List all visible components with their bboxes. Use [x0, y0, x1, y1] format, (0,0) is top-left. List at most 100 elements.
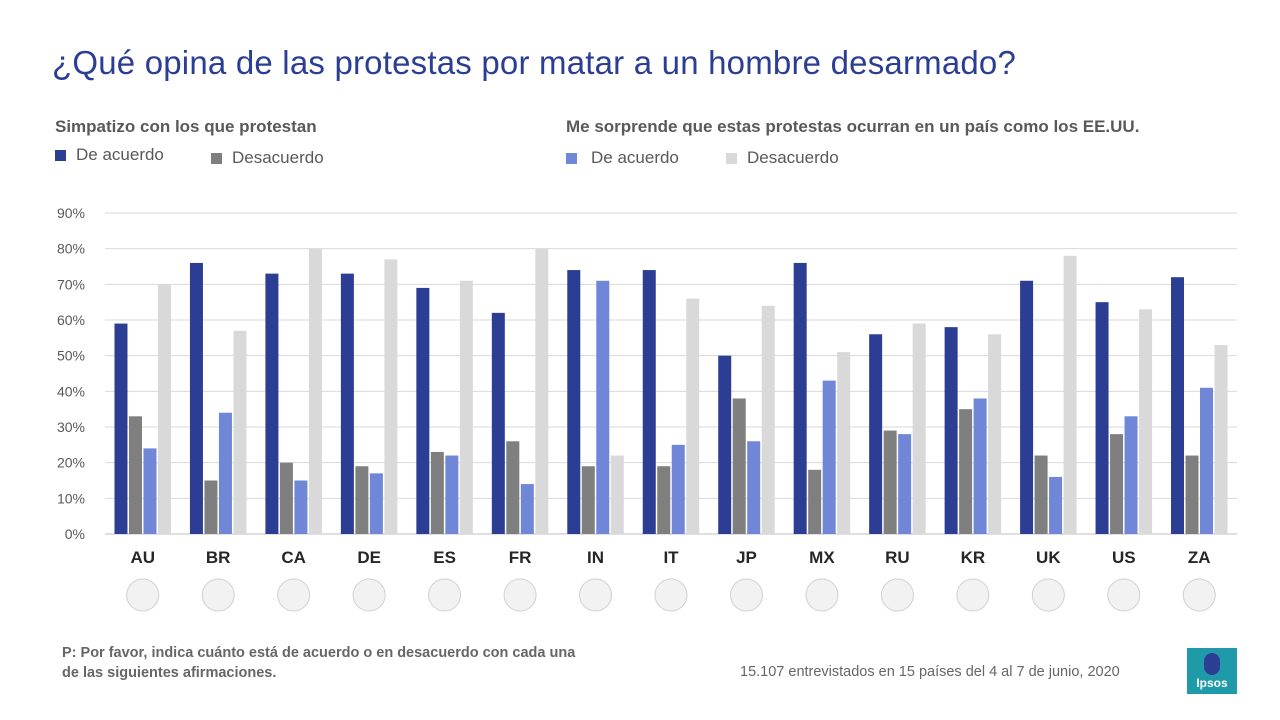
bar-surprised-disagree — [535, 248, 549, 534]
country-flag-icon — [1107, 578, 1141, 612]
bar-sympathize-disagree — [506, 441, 520, 534]
country-flag-icon — [956, 578, 990, 612]
country-flag-icon — [654, 578, 688, 612]
bar-sympathize-disagree — [657, 466, 671, 534]
bar-surprised-agree — [143, 448, 157, 534]
y-tick-label: 30% — [57, 419, 85, 435]
country-flag-icon — [503, 578, 537, 612]
country-flag-icon — [880, 578, 914, 612]
bar-surprised-agree — [671, 444, 685, 534]
bar-sympathize-agree — [869, 334, 883, 534]
bar-surprised-agree — [898, 434, 912, 534]
bar-surprised-agree — [1200, 387, 1214, 534]
y-tick-label: 20% — [57, 455, 85, 471]
bar-surprised-agree — [218, 412, 232, 534]
footnote: P: Por favor, indica cuánto está de acue… — [62, 645, 576, 681]
legend-item-sympathize-disagree: Desacuerdo — [211, 148, 324, 168]
x-tick-label: BR — [206, 548, 231, 567]
bar-sympathize-agree — [642, 270, 656, 534]
y-tick-label: 90% — [57, 205, 85, 221]
x-tick-label: FR — [509, 548, 532, 567]
bar-sympathize-agree — [1171, 277, 1185, 534]
logo-mark-icon — [1204, 653, 1220, 675]
country-flag-icon — [277, 578, 311, 612]
bar-surprised-disagree — [459, 280, 473, 534]
source-note: 15.107 entrevistados en 15 países del 4 … — [740, 664, 1120, 680]
x-tick-label: ZA — [1188, 548, 1211, 567]
bar-surprised-disagree — [761, 305, 775, 534]
bar-surprised-disagree — [1063, 255, 1077, 535]
x-tick-label: MX — [809, 548, 835, 567]
bar-sympathize-agree — [1020, 280, 1034, 534]
bar-sympathize-agree — [189, 262, 203, 534]
y-tick-label: 40% — [57, 383, 85, 399]
x-tick-label: ES — [433, 548, 456, 567]
x-tick-label: RU — [885, 548, 910, 567]
country-flag-icon — [1182, 578, 1216, 612]
y-tick-label: 70% — [57, 276, 85, 292]
bar-sympathize-disagree — [1034, 455, 1048, 534]
legend-item-surprised-agree: De acuerdo — [566, 148, 679, 168]
bar-sympathize-disagree — [732, 398, 746, 534]
bar-surprised-agree — [973, 398, 987, 534]
bar-sympathize-agree — [114, 323, 128, 534]
bar-surprised-disagree — [686, 298, 700, 534]
y-tick-label: 10% — [57, 490, 85, 506]
bar-surprised-disagree — [308, 248, 322, 534]
bar-sympathize-agree — [718, 355, 732, 534]
bar-sympathize-agree — [340, 273, 354, 534]
country-flag-icon — [201, 578, 235, 612]
bar-sympathize-agree — [265, 273, 279, 534]
bar-surprised-disagree — [157, 284, 171, 534]
bar-sympathize-disagree — [128, 416, 142, 534]
y-tick-label: 0% — [65, 526, 85, 542]
x-tick-label: CA — [281, 548, 306, 567]
x-tick-label: KR — [961, 548, 986, 567]
legend-label: Desacuerdo — [747, 148, 839, 167]
bar-sympathize-agree — [793, 262, 807, 534]
bar-surprised-agree — [294, 480, 308, 534]
bar-sympathize-disagree — [883, 430, 897, 534]
bar-sympathize-disagree — [355, 466, 369, 534]
legend-swatch — [211, 152, 222, 164]
bar-sympathize-agree — [491, 312, 505, 534]
bar-sympathize-disagree — [279, 462, 293, 534]
country-flag-icon — [729, 578, 763, 612]
country-flag-icon — [579, 578, 613, 612]
bar-surprised-agree — [520, 484, 534, 534]
bar-surprised-agree — [369, 473, 383, 534]
bar-surprised-disagree — [912, 323, 926, 534]
bar-surprised-disagree — [384, 259, 398, 534]
legend-label: Desacuerdo — [232, 148, 324, 167]
y-tick-label: 50% — [57, 348, 85, 364]
x-tick-label: DE — [357, 548, 381, 567]
legend-label: De acuerdo — [76, 145, 164, 164]
bar-surprised-disagree — [233, 330, 247, 534]
y-tick-label: 80% — [57, 241, 85, 257]
bar-surprised-agree — [822, 380, 836, 534]
bar-surprised-disagree — [1139, 309, 1153, 534]
bar-surprised-disagree — [610, 455, 624, 534]
bar-sympathize-disagree — [1185, 455, 1199, 534]
country-flag-icon — [126, 578, 160, 612]
country-flag-icon — [1031, 578, 1065, 612]
country-flag-icon — [428, 578, 462, 612]
bar-sympathize-disagree — [204, 480, 218, 534]
bar-surprised-agree — [1049, 476, 1063, 534]
ipsos-logo: Ipsos — [1187, 648, 1237, 694]
legend-swatch — [566, 152, 577, 164]
bar-surprised-disagree — [837, 352, 851, 534]
bar-surprised-disagree — [1214, 344, 1228, 534]
x-tick-label: AU — [130, 548, 155, 567]
legend-item-sympathize-agree: De acuerdo — [55, 145, 164, 165]
x-tick-label: JP — [736, 548, 757, 567]
legend-swatch — [726, 152, 737, 164]
page-title: ¿Qué opina de las protestas por matar a … — [52, 44, 1017, 81]
y-tick-label: 60% — [57, 312, 85, 328]
legend-swatch — [55, 149, 66, 161]
bar-surprised-disagree — [988, 334, 1002, 534]
bar-sympathize-disagree — [581, 466, 595, 534]
legend-item-surprised-disagree: Desacuerdo — [726, 148, 839, 168]
x-tick-label: IT — [663, 548, 679, 567]
